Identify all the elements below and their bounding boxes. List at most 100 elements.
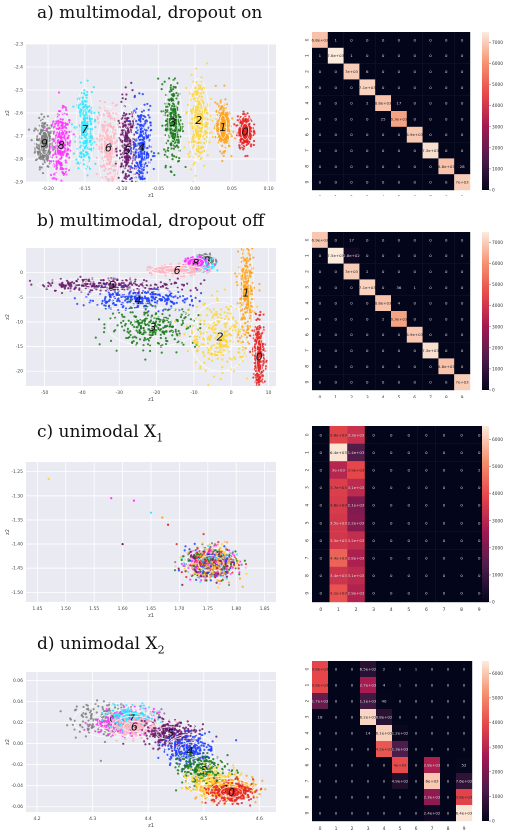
scatter-point — [164, 342, 168, 346]
cell-value: 0 — [445, 53, 448, 58]
scatter-point — [108, 151, 111, 154]
scatter-point — [93, 140, 96, 144]
scatter-point — [103, 145, 106, 148]
heatmap-cell — [406, 174, 423, 191]
scatter-point — [99, 279, 103, 282]
scatter-point — [222, 154, 225, 157]
scatter-point — [58, 186, 60, 188]
scatter-point — [62, 146, 66, 149]
scatter-point — [244, 134, 247, 138]
scatter-point — [193, 161, 196, 165]
scatter-point — [149, 303, 153, 306]
scatter-point — [243, 139, 246, 142]
scatter-point — [143, 145, 146, 148]
scatter-point — [139, 152, 142, 156]
scatter-point — [98, 343, 101, 346]
scatter-point — [115, 150, 118, 153]
scatter-point — [103, 124, 107, 127]
cell-value: 0 — [445, 69, 448, 74]
cluster-label: 8 — [58, 139, 65, 152]
heatmap-cell — [422, 47, 439, 64]
x-tick-label: -0.20 — [42, 186, 54, 192]
heatmap-cell — [343, 111, 360, 127]
scatter-point — [89, 123, 92, 126]
heatmap-cell — [359, 174, 376, 191]
scatter-point — [81, 132, 84, 135]
scatter-point — [170, 127, 173, 131]
gaussian-ellipse — [190, 259, 201, 266]
scatter-point — [206, 122, 209, 125]
heatmap-cell — [375, 174, 392, 191]
scatter-point — [123, 138, 126, 142]
heatmap-cell — [343, 32, 360, 48]
scatter-point — [105, 147, 108, 150]
heatmap-cell — [454, 174, 471, 191]
scatter-point — [164, 337, 167, 340]
scatter-point — [199, 115, 202, 118]
cell-value: 0 — [382, 132, 385, 137]
scatter-point — [199, 319, 202, 322]
scatter-point — [100, 284, 103, 287]
scatter-point — [72, 105, 75, 108]
scatter-point — [143, 329, 146, 332]
scatter-point — [200, 260, 203, 263]
scatter-point — [196, 260, 199, 263]
scatter-point — [171, 129, 174, 132]
scatter-point — [134, 165, 138, 168]
heatmap-cell — [438, 142, 455, 159]
scatter-point — [233, 123, 236, 126]
scatter-point — [122, 197, 124, 199]
scatter-point — [150, 150, 153, 153]
scatter-point — [88, 110, 91, 113]
scatter-point — [114, 162, 117, 165]
scatter-point — [220, 104, 223, 108]
scatter-point — [203, 361, 206, 364]
scatter-point — [65, 113, 69, 116]
scatter-point — [43, 115, 46, 119]
scatter-point — [221, 128, 224, 131]
scatter-point — [91, 128, 94, 131]
scatter-point — [199, 332, 203, 335]
scatter-point — [48, 133, 51, 137]
scatter-point — [114, 165, 117, 168]
cell-value: 0 — [334, 164, 337, 169]
scatter-point — [55, 199, 57, 201]
scatter-point — [109, 145, 112, 148]
scatter-point — [78, 146, 82, 149]
heatmap-cell — [438, 79, 455, 96]
scatter-point — [199, 112, 203, 115]
scatter-point — [114, 132, 117, 135]
scatter-point — [35, 135, 39, 138]
scatter-point — [216, 126, 219, 129]
heatmap-cell — [375, 111, 392, 127]
scatter-point — [79, 112, 82, 116]
scatter-point — [62, 172, 65, 175]
scatter-point — [142, 326, 145, 330]
scatter-point — [106, 109, 109, 113]
scatter-point — [171, 104, 174, 108]
scatter-point — [192, 339, 195, 343]
scatter-point — [140, 161, 143, 164]
scatter-point — [191, 94, 194, 98]
scatter-point — [200, 128, 203, 131]
scatter-point — [48, 137, 51, 140]
scatter-point — [115, 154, 119, 157]
scatter-point — [178, 295, 182, 298]
scatter-point — [114, 160, 117, 163]
scatter-point — [96, 116, 99, 119]
scatter-point — [222, 150, 225, 153]
cell-value: 6.8e+03 — [375, 101, 392, 106]
scatter-point — [206, 342, 209, 345]
cluster-label: 6 — [105, 142, 112, 155]
scatter-point — [142, 109, 146, 112]
scatter-point — [171, 116, 175, 119]
scatter-point — [65, 108, 68, 111]
scatter-point — [135, 120, 138, 123]
scatter-point — [174, 320, 177, 323]
cm-y-tick-label: 6 — [305, 133, 311, 136]
scatter-point — [166, 324, 169, 328]
scatter-point — [143, 322, 146, 325]
heatmap-cell — [438, 95, 455, 112]
scatter-point — [111, 147, 114, 150]
scatter-point — [141, 194, 143, 196]
